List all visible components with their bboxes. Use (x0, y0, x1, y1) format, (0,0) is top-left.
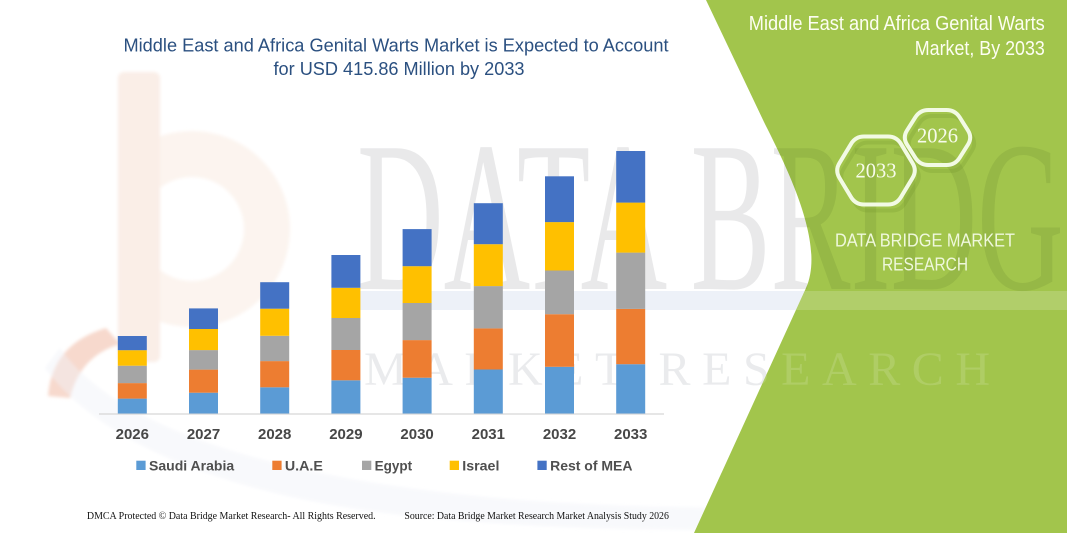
svg-text:RESEARCH: RESEARCH (882, 254, 968, 274)
svg-text:Rest of MEA: Rest of MEA (550, 457, 632, 473)
svg-text:2031: 2031 (472, 426, 505, 443)
svg-text:2033: 2033 (614, 426, 647, 443)
svg-text:2026: 2026 (116, 426, 149, 443)
svg-text:DATA BRIDGE MARKET: DATA BRIDGE MARKET (835, 231, 1015, 251)
svg-text:U.A.E: U.A.E (285, 457, 323, 473)
svg-text:Saudi Arabia: Saudi Arabia (149, 457, 234, 473)
svg-text:2028: 2028 (258, 426, 291, 443)
svg-text:Middle East and Africa Genital: Middle East and Africa Genital Warts (749, 13, 1045, 35)
svg-text:2027: 2027 (187, 426, 220, 443)
svg-text:2032: 2032 (543, 426, 576, 443)
svg-text:2030: 2030 (400, 426, 433, 443)
svg-text:for USD 415.86 Million by 2033: for USD 415.86 Million by 2033 (274, 58, 525, 79)
svg-text:Middle East and Africa Genital: Middle East and Africa Genital Warts Mar… (124, 34, 669, 55)
svg-text:Source: Data Bridge Market Res: Source: Data Bridge Market Research Mark… (404, 511, 669, 522)
svg-text:Egypt: Egypt (375, 457, 413, 473)
svg-text:DMCA Protected © Data Bridge M: DMCA Protected © Data Bridge Market Rese… (87, 511, 376, 522)
svg-text:2033: 2033 (856, 159, 897, 183)
svg-text:2029: 2029 (329, 426, 362, 443)
svg-text:2026: 2026 (917, 124, 958, 148)
svg-text:Market, By 2033: Market, By 2033 (915, 38, 1045, 60)
svg-text:Israel: Israel (462, 457, 499, 473)
